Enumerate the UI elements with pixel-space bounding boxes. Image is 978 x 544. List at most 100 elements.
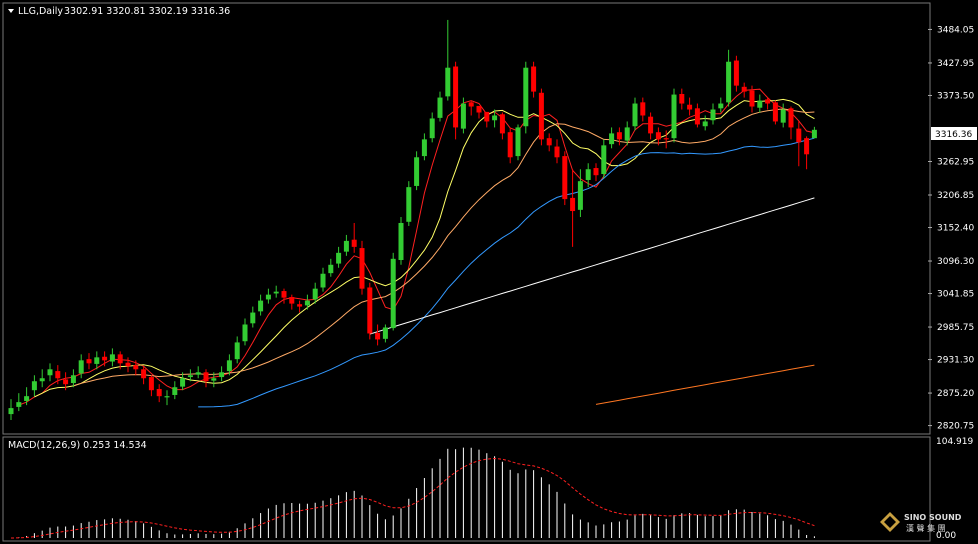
candle-body	[234, 342, 240, 360]
ma-line-white	[369, 197, 815, 335]
candle-body	[499, 114, 505, 134]
candle-body	[445, 67, 451, 97]
candle-body	[562, 156, 568, 200]
price-tick-label: 3427.95	[937, 59, 974, 69]
candle-body	[382, 327, 388, 339]
candle-body	[741, 86, 747, 92]
ma-line-yellow	[34, 98, 815, 398]
candle-body	[304, 300, 310, 306]
candle-body	[632, 103, 638, 127]
candle-body	[593, 168, 599, 176]
candle-body	[515, 127, 521, 157]
candle-body	[125, 362, 131, 367]
candle-body	[31, 381, 37, 391]
candle-body	[156, 389, 162, 397]
candle-body	[460, 103, 466, 129]
candle-body	[109, 354, 115, 362]
candle-body	[406, 187, 412, 222]
candle-body	[429, 118, 435, 139]
candle-body	[148, 377, 154, 391]
candle-body	[437, 97, 443, 118]
price-panel-frame	[2, 2, 931, 435]
candle-body	[655, 132, 661, 140]
dropdown-triangle-icon[interactable]	[8, 9, 14, 13]
candle-body	[577, 181, 583, 210]
candle-body	[16, 402, 22, 407]
candle-body	[780, 109, 786, 123]
sino-sound-logo: SINO SOUND 漢 聲 集 團	[880, 512, 962, 533]
candle-body	[726, 61, 732, 103]
watermark-brand: SINO SOUND	[904, 513, 962, 522]
candle-body	[554, 146, 560, 158]
candle-body	[648, 116, 654, 134]
candle-body	[398, 222, 404, 261]
candle-body	[250, 312, 256, 324]
candle-body	[102, 356, 108, 361]
candle-body	[195, 372, 201, 375]
candle-body	[679, 93, 685, 104]
candle-body	[671, 94, 677, 139]
candle-body	[39, 378, 45, 382]
candle-body	[70, 375, 76, 384]
price-tick-label: 3373.50	[937, 91, 974, 101]
candle-body	[710, 109, 716, 121]
candle-body	[226, 360, 232, 372]
candle-body	[546, 138, 552, 146]
candle-body	[367, 287, 373, 334]
candle-body	[63, 379, 69, 385]
candle-body	[601, 145, 607, 175]
macd-label: MACD(12,26,9) 0.253 14.534	[8, 440, 147, 451]
candle-body	[468, 102, 474, 107]
price-tick-label: 2931.30	[937, 356, 974, 366]
candle-body	[484, 111, 490, 122]
candle-body	[772, 102, 778, 122]
candle-body	[133, 365, 139, 370]
candle-body	[320, 273, 326, 288]
price-tick-label: 3262.95	[937, 157, 974, 167]
candle-body	[694, 108, 700, 125]
macd-tick-top: 104.919	[936, 437, 973, 447]
candle-body	[788, 108, 794, 128]
candle-body	[616, 132, 622, 140]
candle-body	[492, 115, 498, 121]
ma-line-red	[18, 88, 815, 406]
candle-body	[390, 258, 396, 329]
candle-body	[180, 378, 186, 387]
candle-body	[281, 291, 287, 298]
current-price-tag-bg	[931, 127, 977, 140]
candle-body	[414, 157, 420, 186]
candle-body	[94, 357, 100, 364]
candle-body	[718, 103, 724, 109]
candle-body	[164, 396, 170, 398]
price-tick-label: 3096.30	[937, 257, 974, 267]
candle-body	[211, 378, 217, 381]
candle-body	[219, 372, 225, 378]
candle-body	[796, 128, 802, 143]
macd-tick-zero: 0.00	[936, 531, 956, 541]
candle-body	[78, 360, 84, 374]
price-tick-label: 2985.75	[937, 323, 974, 333]
candle-body	[476, 105, 482, 113]
price-tick-label: 3206.85	[937, 191, 974, 201]
macd-layer	[10, 447, 815, 539]
candle-body	[811, 129, 817, 139]
candle-body	[624, 127, 630, 141]
candle-body	[507, 132, 513, 158]
candle-body	[523, 67, 529, 127]
candle-body	[328, 264, 334, 274]
candle-body	[172, 387, 178, 395]
ma-line-blue	[198, 137, 815, 408]
candle-body	[141, 369, 147, 379]
candle-body	[55, 371, 61, 379]
candle-body	[289, 297, 295, 304]
price-axis: 3484.05 3427.95 3373.50 3262.95 3206.85 3152.…	[928, 25, 974, 432]
ma-line-orange	[595, 364, 815, 405]
candle-body	[86, 359, 92, 364]
candle-body	[375, 332, 381, 340]
candle-body	[359, 248, 365, 289]
price-tick-label: 3152.40	[937, 224, 974, 234]
candle-body	[765, 99, 771, 104]
candle-body	[351, 239, 357, 247]
candle-body	[242, 324, 248, 342]
